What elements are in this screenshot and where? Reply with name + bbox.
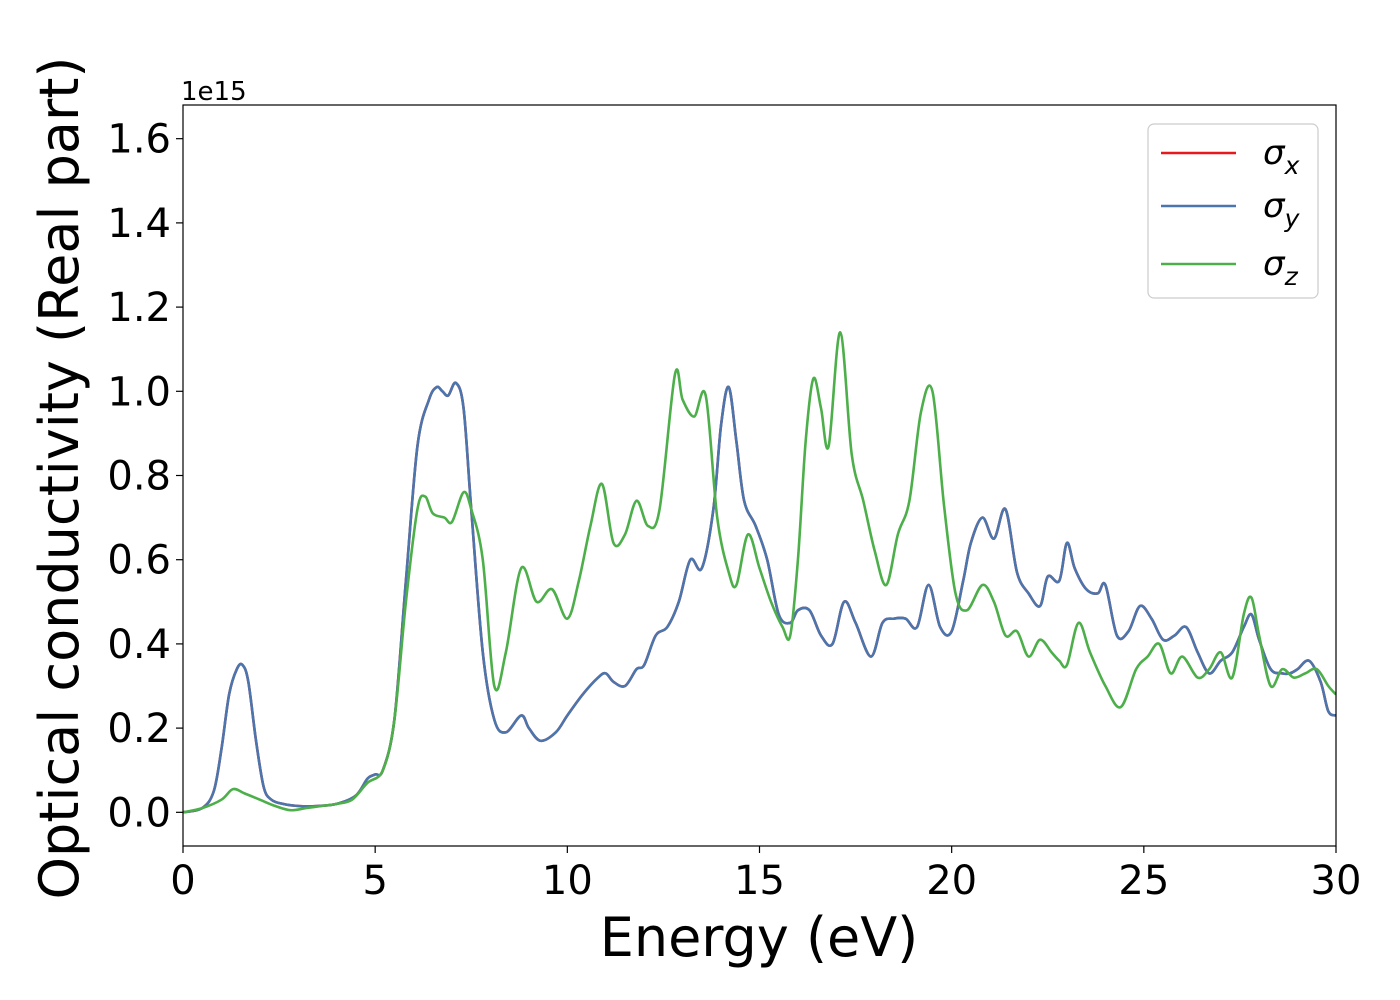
y-tick-label: 0.8 xyxy=(107,454,171,500)
legend: σx σy σz xyxy=(1147,123,1319,299)
y-tick-label: 0.0 xyxy=(107,790,171,836)
y-tick-label: 1.0 xyxy=(107,369,171,415)
x-tick-label: 20 xyxy=(926,858,977,904)
x-tick-label: 30 xyxy=(1311,858,1362,904)
x-tick-label: 15 xyxy=(734,858,785,904)
y-tick-label: 0.4 xyxy=(107,622,171,668)
x-axis: 0 5 10 15 20 25 30 xyxy=(170,846,1361,904)
y-axis-title: Optical conductivity (Real part) xyxy=(28,57,91,900)
x-tick-label: 0 xyxy=(170,858,195,904)
legend-items: σx σy σz xyxy=(1161,133,1301,291)
legend-label-z: σz xyxy=(1263,244,1299,291)
x-tick-label: 10 xyxy=(542,858,593,904)
legend-label-x: σx xyxy=(1263,133,1300,180)
legend-label-y: σy xyxy=(1263,186,1301,233)
series-layer xyxy=(183,331,1336,814)
x-tick-label: 5 xyxy=(362,858,387,904)
x-tick-label: 25 xyxy=(1118,858,1169,904)
plot-background xyxy=(183,105,1336,846)
y-tick-label: 1.6 xyxy=(107,117,171,163)
x-axis-title: Energy (eV) xyxy=(600,906,919,969)
series-line-z xyxy=(183,331,1336,814)
y-tick-label: 0.6 xyxy=(107,538,171,584)
y-tick-label: 0.2 xyxy=(107,706,171,752)
y-tick-label: 1.4 xyxy=(107,201,171,247)
y-axis: 0.0 0.2 0.4 0.6 0.8 1.0 1.2 1.4 1.6 xyxy=(107,117,183,836)
y-tick-label: 1.2 xyxy=(107,285,171,331)
legend-box xyxy=(1147,123,1319,299)
y-offset-label: 1e15 xyxy=(181,77,247,107)
